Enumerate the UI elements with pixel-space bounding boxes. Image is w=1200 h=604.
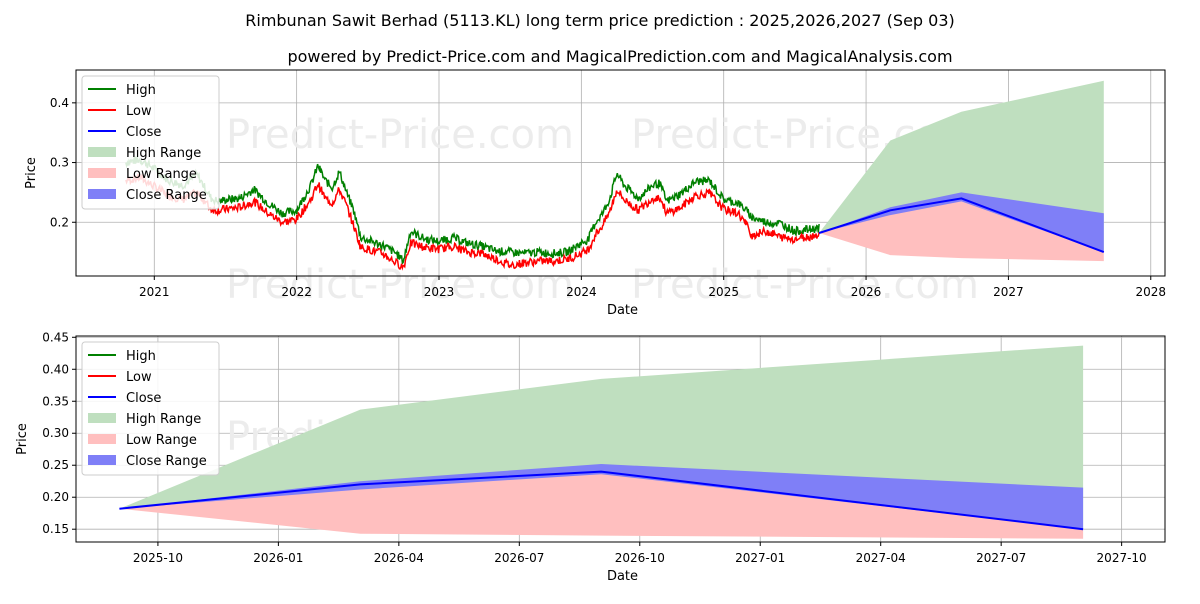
x-tick-label: 2028 bbox=[1135, 285, 1166, 299]
x-tick-label: 2023 bbox=[424, 285, 455, 299]
close-series-line bbox=[119, 470, 1084, 531]
plot-area bbox=[119, 345, 1084, 539]
legend-swatch bbox=[88, 147, 116, 157]
x-tick-label: 2026-10 bbox=[615, 551, 665, 565]
legend-swatch bbox=[88, 168, 116, 178]
legend-label: Low Range bbox=[126, 167, 197, 182]
plot-frame bbox=[75, 69, 1166, 277]
legend-label: High bbox=[126, 349, 156, 364]
y-tick-label: 0.4 bbox=[50, 96, 69, 110]
y-tick-label: 0.45 bbox=[42, 330, 69, 344]
low-series-line bbox=[125, 173, 820, 271]
legend-label: Low bbox=[126, 370, 152, 385]
watermark: Predict-Price.com bbox=[226, 112, 574, 158]
x-tick-label: 2026-04 bbox=[374, 551, 424, 565]
x-tick-label: 2025-10 bbox=[133, 551, 183, 565]
legend-label: High Range bbox=[126, 146, 201, 161]
y-axis-label: Price bbox=[24, 157, 39, 189]
x-tick-label: 2027-10 bbox=[1097, 551, 1147, 565]
legend: High Low Close High Range Low Range Close Ran… bbox=[81, 341, 220, 476]
x-tick-label: 2026-07 bbox=[494, 551, 544, 565]
legend-label: Close Range bbox=[126, 188, 207, 203]
close-series-line bbox=[818, 197, 1105, 254]
legend-label: Close Range bbox=[126, 454, 207, 469]
legend-label: Close bbox=[126, 125, 161, 140]
x-tick-label: 2026 bbox=[851, 285, 882, 299]
y-tick-label: 0.15 bbox=[42, 522, 69, 536]
x-tick-label: 2027-07 bbox=[976, 551, 1026, 565]
legend-swatch bbox=[88, 434, 116, 444]
x-tick-label: 2027-01 bbox=[735, 551, 785, 565]
close-range-band bbox=[819, 192, 1104, 253]
x-tick-label: 2026-01 bbox=[253, 551, 303, 565]
x-axis-label: Date bbox=[607, 569, 638, 584]
x-tick-label: 2027 bbox=[993, 285, 1024, 299]
legend-swatch bbox=[88, 455, 116, 465]
x-tick-label: 2021 bbox=[139, 285, 170, 299]
x-tick-label: 2025 bbox=[708, 285, 739, 299]
watermark: Predict-Price.com bbox=[631, 262, 979, 308]
y-tick-label: 0.20 bbox=[42, 490, 69, 504]
legend-label: Low Range bbox=[126, 433, 197, 448]
plot-frame bbox=[75, 335, 1166, 543]
y-tick-label: 0.2 bbox=[50, 215, 69, 229]
legend-box bbox=[81, 341, 220, 476]
plot-area bbox=[125, 80, 1105, 271]
legend-label: Close bbox=[126, 391, 161, 406]
y-tick-label: 0.25 bbox=[42, 458, 69, 472]
legend-label: Low bbox=[126, 104, 152, 119]
legend-box bbox=[81, 75, 220, 210]
y-tick-label: 0.30 bbox=[42, 426, 69, 440]
x-tick-label: 2027-04 bbox=[856, 551, 906, 565]
x-tick-label: 2022 bbox=[281, 285, 312, 299]
panel-forecast-zoom: Predict-Price.comPredict-Price.com2025-1… bbox=[15, 330, 1166, 584]
y-tick-label: 0.3 bbox=[50, 156, 69, 170]
close-range-band bbox=[119, 464, 1084, 530]
legend-label: High bbox=[126, 83, 156, 98]
chart-title: Rimbunan Sawit Berhad (5113.KL) long ter… bbox=[245, 11, 955, 30]
y-tick-label: 0.35 bbox=[42, 394, 69, 408]
legend-swatch bbox=[88, 413, 116, 423]
legend-swatch bbox=[88, 189, 116, 199]
high-series-line bbox=[125, 155, 820, 266]
x-axis-label: Date bbox=[607, 303, 638, 318]
legend: High Low Close High Range Low Range Close Ran… bbox=[81, 75, 220, 210]
legend-label: High Range bbox=[126, 412, 201, 427]
y-axis-label: Price bbox=[15, 423, 30, 455]
panel-long-term: Predict-Price.com Predict-Price.comPredic… bbox=[24, 69, 1166, 318]
y-tick-label: 0.40 bbox=[42, 362, 69, 376]
chart-subtitle: powered by Predict-Price.com and Magical… bbox=[287, 47, 952, 66]
x-tick-label: 2024 bbox=[566, 285, 597, 299]
